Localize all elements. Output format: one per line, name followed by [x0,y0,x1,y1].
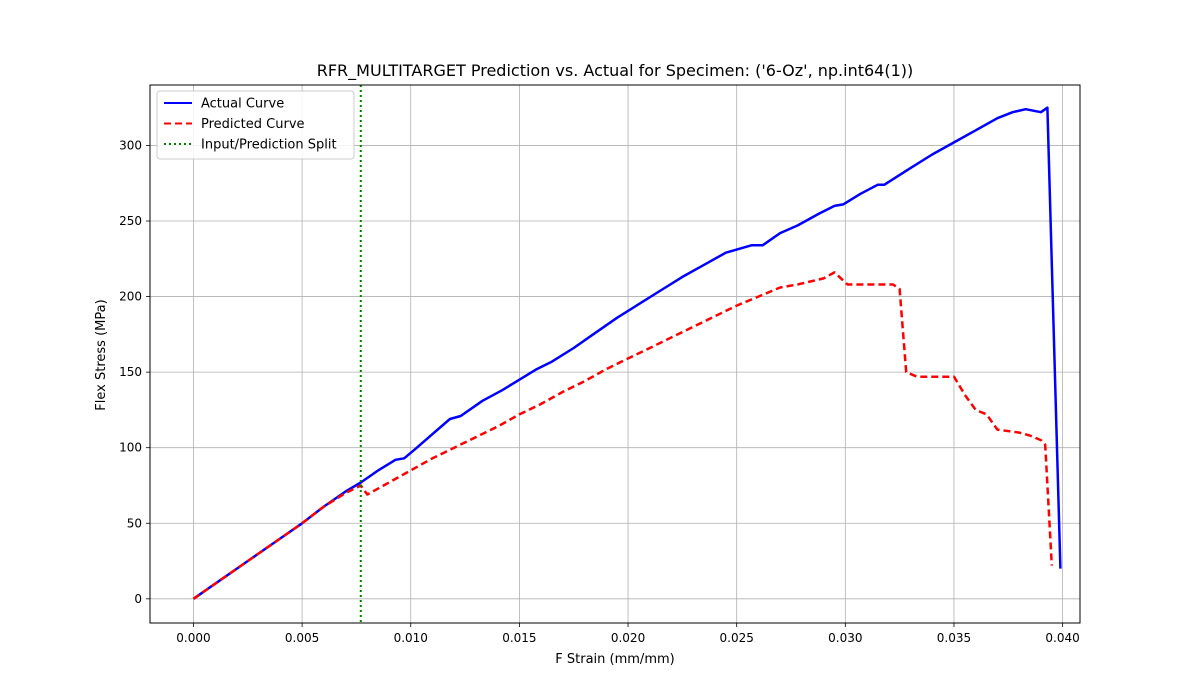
x-tick-label: 0.025 [720,631,754,645]
y-tick-label: 100 [119,441,142,455]
y-tick-label: 50 [127,516,142,530]
axis-ticks: 0.000 0.005 0.010 0.015 0.020 0.025 0.030 0.035… [119,138,1080,645]
x-tick-label: 0.040 [1045,631,1079,645]
x-tick-label: 0.035 [937,631,971,645]
y-tick-label: 150 [119,365,142,379]
x-tick-label: 0.005 [285,631,319,645]
legend-label-predicted-curve: Predicted Curve [201,117,305,132]
y-axis-label: Flex Stress (MPa) [94,299,109,410]
legend-label-input-prediction-split: Input/Prediction Split [201,138,337,153]
actual-curve-line [192,106,1062,600]
y-tick-label: 250 [119,214,142,228]
grid [150,85,1080,623]
plot-area [192,85,1062,623]
x-axis-label: F Strain (mm/mm) [555,652,674,667]
legend: Actual Curve Predicted Curve Input/Predict… [156,90,355,160]
x-tick-label: 0.015 [502,631,536,645]
x-tick-label: 0.010 [394,631,428,645]
y-tick-label: 0 [134,592,142,606]
axes-frame [149,84,1081,624]
chart-title: RFR_MULTITARGET Prediction vs. Actual fo… [317,61,914,81]
x-tick-label: 0.000 [176,631,210,645]
x-tick-label: 0.030 [828,631,862,645]
legend-label-actual-curve: Actual Curve [201,97,284,112]
x-tick-label: 0.020 [611,631,645,645]
y-tick-label: 200 [119,290,142,304]
legend-box [156,90,355,160]
y-tick-label: 300 [119,138,142,152]
